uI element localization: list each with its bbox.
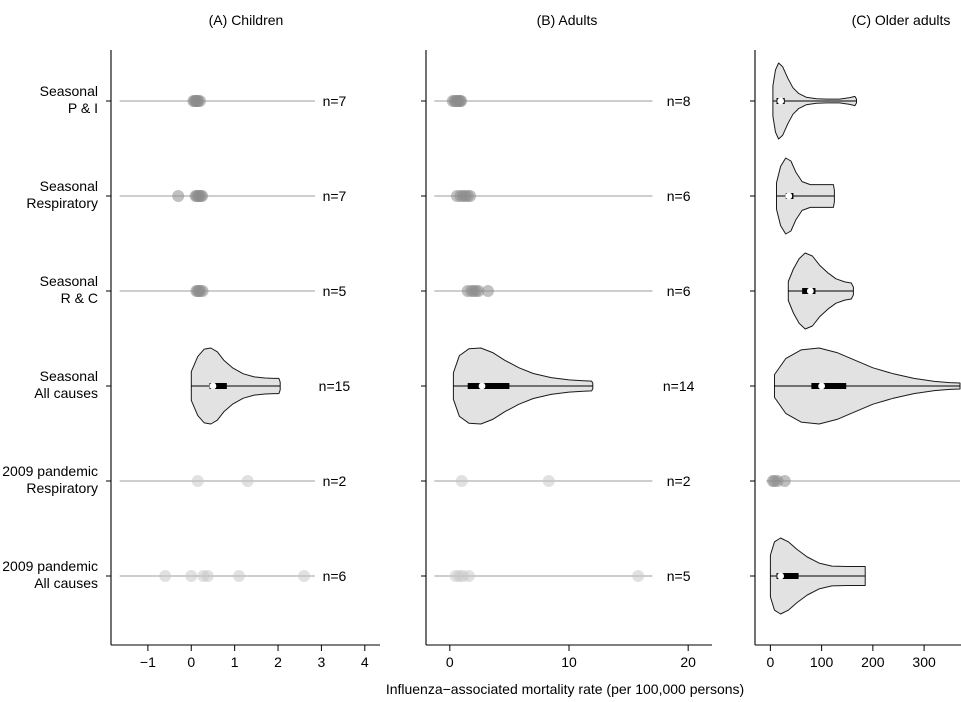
- row-label-sa: Seasonal All causes: [34, 368, 98, 401]
- median-marker: [209, 382, 217, 390]
- sample-size-label: n=7: [323, 188, 347, 204]
- data-point: [481, 285, 494, 297]
- data-point: [172, 190, 185, 202]
- row-src-panel-2: n=6: [434, 283, 691, 299]
- median-marker: [785, 192, 793, 200]
- panel-title-c: (C) Older adults: [852, 12, 951, 28]
- row-pr-panel-3: [766, 475, 960, 487]
- x-tick-label: 2: [274, 654, 282, 670]
- row-labels: Seasonal P & I Seasonal Respiratory Seasonal…: [2, 83, 98, 591]
- row-sa-panel-3: [774, 347, 961, 425]
- x-tick-label: 0: [187, 654, 195, 670]
- row-sp-panel-1: n=7: [119, 93, 347, 109]
- panel-title-a: (A) Children: [209, 12, 284, 28]
- sample-size-label: n=5: [323, 283, 347, 299]
- x-tick-label: 300: [912, 654, 936, 670]
- x-tick-label: 100: [810, 654, 834, 670]
- sample-size-label: n=2: [667, 473, 691, 489]
- sample-size-label: n=8: [667, 93, 691, 109]
- data-point: [455, 95, 468, 107]
- data-point: [196, 190, 209, 202]
- panel-titles: (A) Children (B) Adults (C) Older adults: [209, 12, 951, 28]
- sample-size-label: n=6: [667, 188, 691, 204]
- row-sr-panel-2: n=6: [434, 188, 691, 204]
- iqr-box: [209, 383, 227, 389]
- x-tick-label: 200: [861, 654, 885, 670]
- median-marker: [777, 572, 785, 580]
- row-label-pr: 2009 pandemic Respiratory: [2, 463, 98, 496]
- row-sa-panel-2: n=14: [452, 347, 695, 425]
- panel-1: −1 0 1 2 3 4 n=7 n=7 n=5 n=15 n=2 n=6: [106, 50, 380, 670]
- panel-2: 0 10 20 n=8 n=6 n=6 n=14 n=2 n=5: [421, 50, 712, 670]
- row-pa-panel-1: n=6: [119, 568, 347, 584]
- median-marker: [777, 97, 785, 105]
- x-tick-label: 10: [561, 654, 577, 670]
- data-point: [472, 285, 485, 297]
- row-label-src: Seasonal R & C: [40, 273, 98, 306]
- sample-size-label: n=5: [667, 568, 691, 584]
- sample-size-label: n=2: [323, 473, 347, 489]
- data-point: [196, 285, 209, 297]
- row-label-sr: Seasonal Respiratory: [26, 178, 98, 211]
- data-point: [193, 95, 206, 107]
- data-point: [462, 570, 475, 582]
- x-tick-label: 4: [361, 654, 369, 670]
- x-tick-label: 3: [318, 654, 326, 670]
- median-marker: [806, 287, 814, 295]
- data-point: [542, 475, 555, 487]
- sample-size-label: n=7: [323, 93, 347, 109]
- row-sp-panel-2: n=8: [434, 93, 691, 109]
- data-point: [241, 475, 254, 487]
- data-point: [159, 570, 172, 582]
- x-tick-label: 20: [680, 654, 696, 670]
- row-sp-panel-3: [772, 62, 857, 140]
- iqr-box: [776, 573, 799, 579]
- data-point: [455, 475, 468, 487]
- row-pa-panel-3: [769, 537, 866, 615]
- sample-size-label: n=15: [319, 378, 351, 394]
- data-point: [298, 570, 311, 582]
- median-marker: [818, 382, 826, 390]
- x-tick-label: 0: [446, 654, 454, 670]
- data-point: [464, 190, 477, 202]
- x-tick-label: −1: [140, 654, 156, 670]
- panel-title-b: (B) Adults: [537, 12, 598, 28]
- median-marker: [478, 382, 486, 390]
- sample-size-label: n=14: [663, 378, 695, 394]
- row-sr-panel-3: [776, 157, 835, 235]
- iqr-box: [811, 383, 847, 389]
- panels: −1 0 1 2 3 4 n=7 n=7 n=5 n=15 n=2 n=6 0 10 20 n=8 n=6 n=6…: [106, 50, 961, 670]
- x-tick-label: 0: [766, 654, 774, 670]
- sample-size-label: n=6: [667, 283, 691, 299]
- x-axis-label: Influenza−associated mortality rate (per…: [386, 681, 744, 697]
- iqr-box: [467, 383, 510, 389]
- panel-3: 0 100 200 300: [750, 50, 961, 670]
- row-src-panel-3: [787, 252, 854, 330]
- sample-size-label: n=6: [323, 568, 347, 584]
- row-label-pa: 2009 pandemic All causes: [2, 558, 98, 591]
- data-point: [232, 570, 245, 582]
- row-src-panel-1: n=5: [119, 283, 347, 299]
- data-point: [778, 475, 791, 487]
- data-point: [201, 570, 214, 582]
- row-sr-panel-1: n=7: [119, 188, 347, 204]
- row-sa-panel-1: n=15: [190, 347, 351, 425]
- row-pr-panel-1: n=2: [119, 473, 347, 489]
- row-label-sp: Seasonal P & I: [40, 83, 98, 116]
- data-point: [191, 475, 204, 487]
- row-pr-panel-2: n=2: [434, 473, 691, 489]
- x-tick-label: 1: [231, 654, 239, 670]
- data-point: [185, 570, 198, 582]
- row-pa-panel-2: n=5: [434, 568, 691, 584]
- data-point: [632, 570, 645, 582]
